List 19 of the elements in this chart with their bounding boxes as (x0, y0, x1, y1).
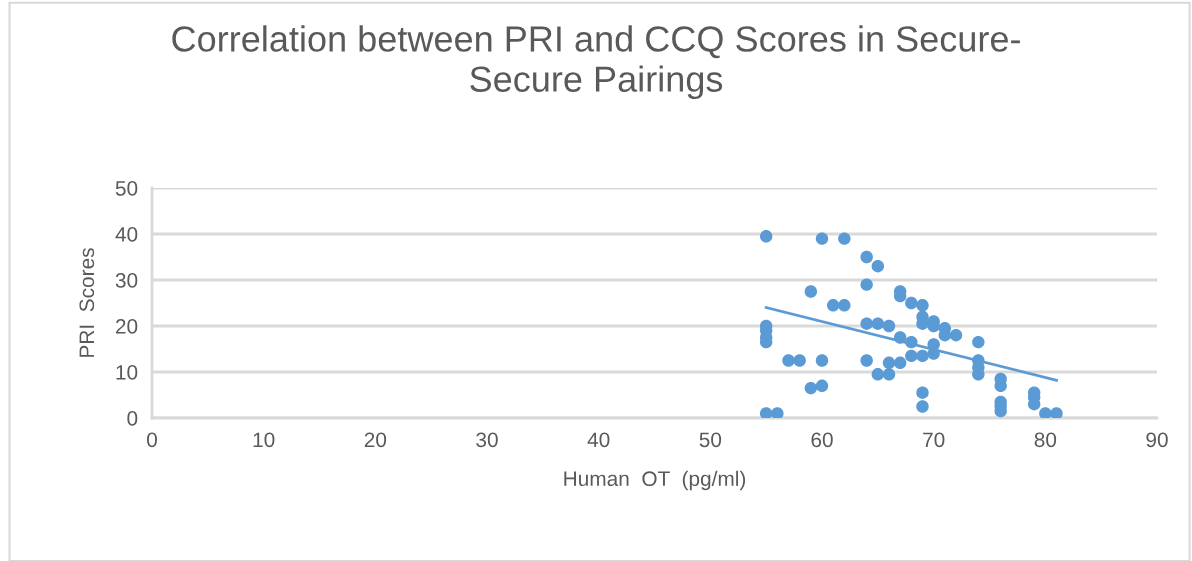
y-tick-label: 20 (115, 319, 138, 334)
x-tick-label: 40 (587, 432, 610, 448)
x-tick-label: 70 (923, 432, 945, 448)
y-tick-label: 10 (116, 365, 138, 380)
y-tick-label: 0 (127, 411, 138, 426)
x-tick-label: 50 (699, 432, 722, 448)
x-tick-label: 80 (1034, 432, 1057, 448)
y-tick-label: 50 (115, 181, 138, 196)
x-tick-label: 0 (147, 432, 157, 448)
x-tick-label: 10 (253, 432, 275, 448)
x-tick-label: 60 (811, 432, 833, 448)
y-axis-title: PRI Scores (79, 248, 95, 357)
x-tick-label: 20 (364, 432, 387, 448)
chart-title: Correlation between PRI and CCQ Scores in Secure- Secure Pairings (172, 25, 1020, 100)
x-tick-label: 30 (476, 432, 498, 448)
y-tick-label: 40 (115, 227, 138, 242)
x-tick-label: 90 (1146, 432, 1168, 448)
x-axis-title: Human OT (pg/ml) (564, 470, 746, 491)
y-tick-label: 30 (115, 273, 138, 288)
